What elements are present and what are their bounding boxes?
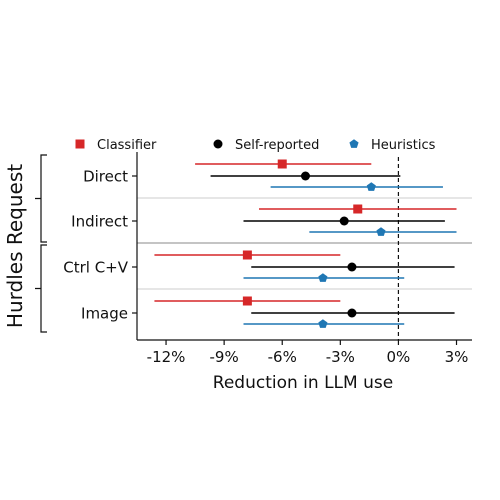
legend-marker-self-reported bbox=[213, 139, 223, 149]
self-reported-point bbox=[339, 216, 349, 226]
category-separators bbox=[137, 197, 472, 290]
self-reported-point bbox=[300, 171, 310, 181]
legend: Classifier Self-reported Heuristics bbox=[75, 138, 436, 153]
x-tick-label: 3% bbox=[445, 348, 469, 366]
y-category-label: Image bbox=[81, 305, 128, 323]
y-category-label: Indirect bbox=[71, 213, 128, 231]
classifier-point bbox=[242, 250, 252, 260]
series-marks bbox=[154, 159, 457, 328]
heuristics-point bbox=[318, 273, 328, 282]
x-tick-label: -9% bbox=[210, 348, 239, 366]
x-tick-label: 0% bbox=[387, 348, 411, 366]
y-category-label: Direct bbox=[83, 168, 128, 186]
y-axis-label: Hurdles Request bbox=[3, 164, 27, 328]
legend-label-heuristics: Heuristics bbox=[371, 138, 436, 153]
classifier-point bbox=[242, 296, 252, 306]
legend-label-self-reported: Self-reported bbox=[235, 138, 319, 153]
legend-marker-classifier bbox=[75, 139, 85, 149]
group-bracket bbox=[35, 244, 47, 333]
legend-label-classifier: Classifier bbox=[97, 138, 157, 153]
classifier-point bbox=[353, 204, 363, 214]
self-reported-point bbox=[347, 262, 357, 272]
group-brackets bbox=[35, 154, 47, 333]
y-category-label: Ctrl C+V bbox=[63, 259, 128, 277]
x-tick-label: -3% bbox=[326, 348, 355, 366]
heuristics-point bbox=[318, 319, 328, 328]
group-bracket bbox=[35, 154, 47, 243]
classifier-point bbox=[277, 159, 287, 169]
x-axis-ticks: -12% -9% -6% -3% 0% 3% bbox=[147, 340, 469, 366]
self-reported-point bbox=[347, 308, 357, 318]
x-axis-label: Reduction in LLM use bbox=[213, 373, 393, 393]
heuristics-point bbox=[376, 227, 386, 236]
heuristics-point bbox=[366, 182, 376, 191]
y-axis-categories: Direct Indirect Ctrl C+V Image bbox=[63, 168, 137, 323]
x-tick-label: -6% bbox=[268, 348, 297, 366]
x-tick-label: -12% bbox=[147, 348, 186, 366]
legend-marker-heuristics bbox=[349, 139, 359, 148]
